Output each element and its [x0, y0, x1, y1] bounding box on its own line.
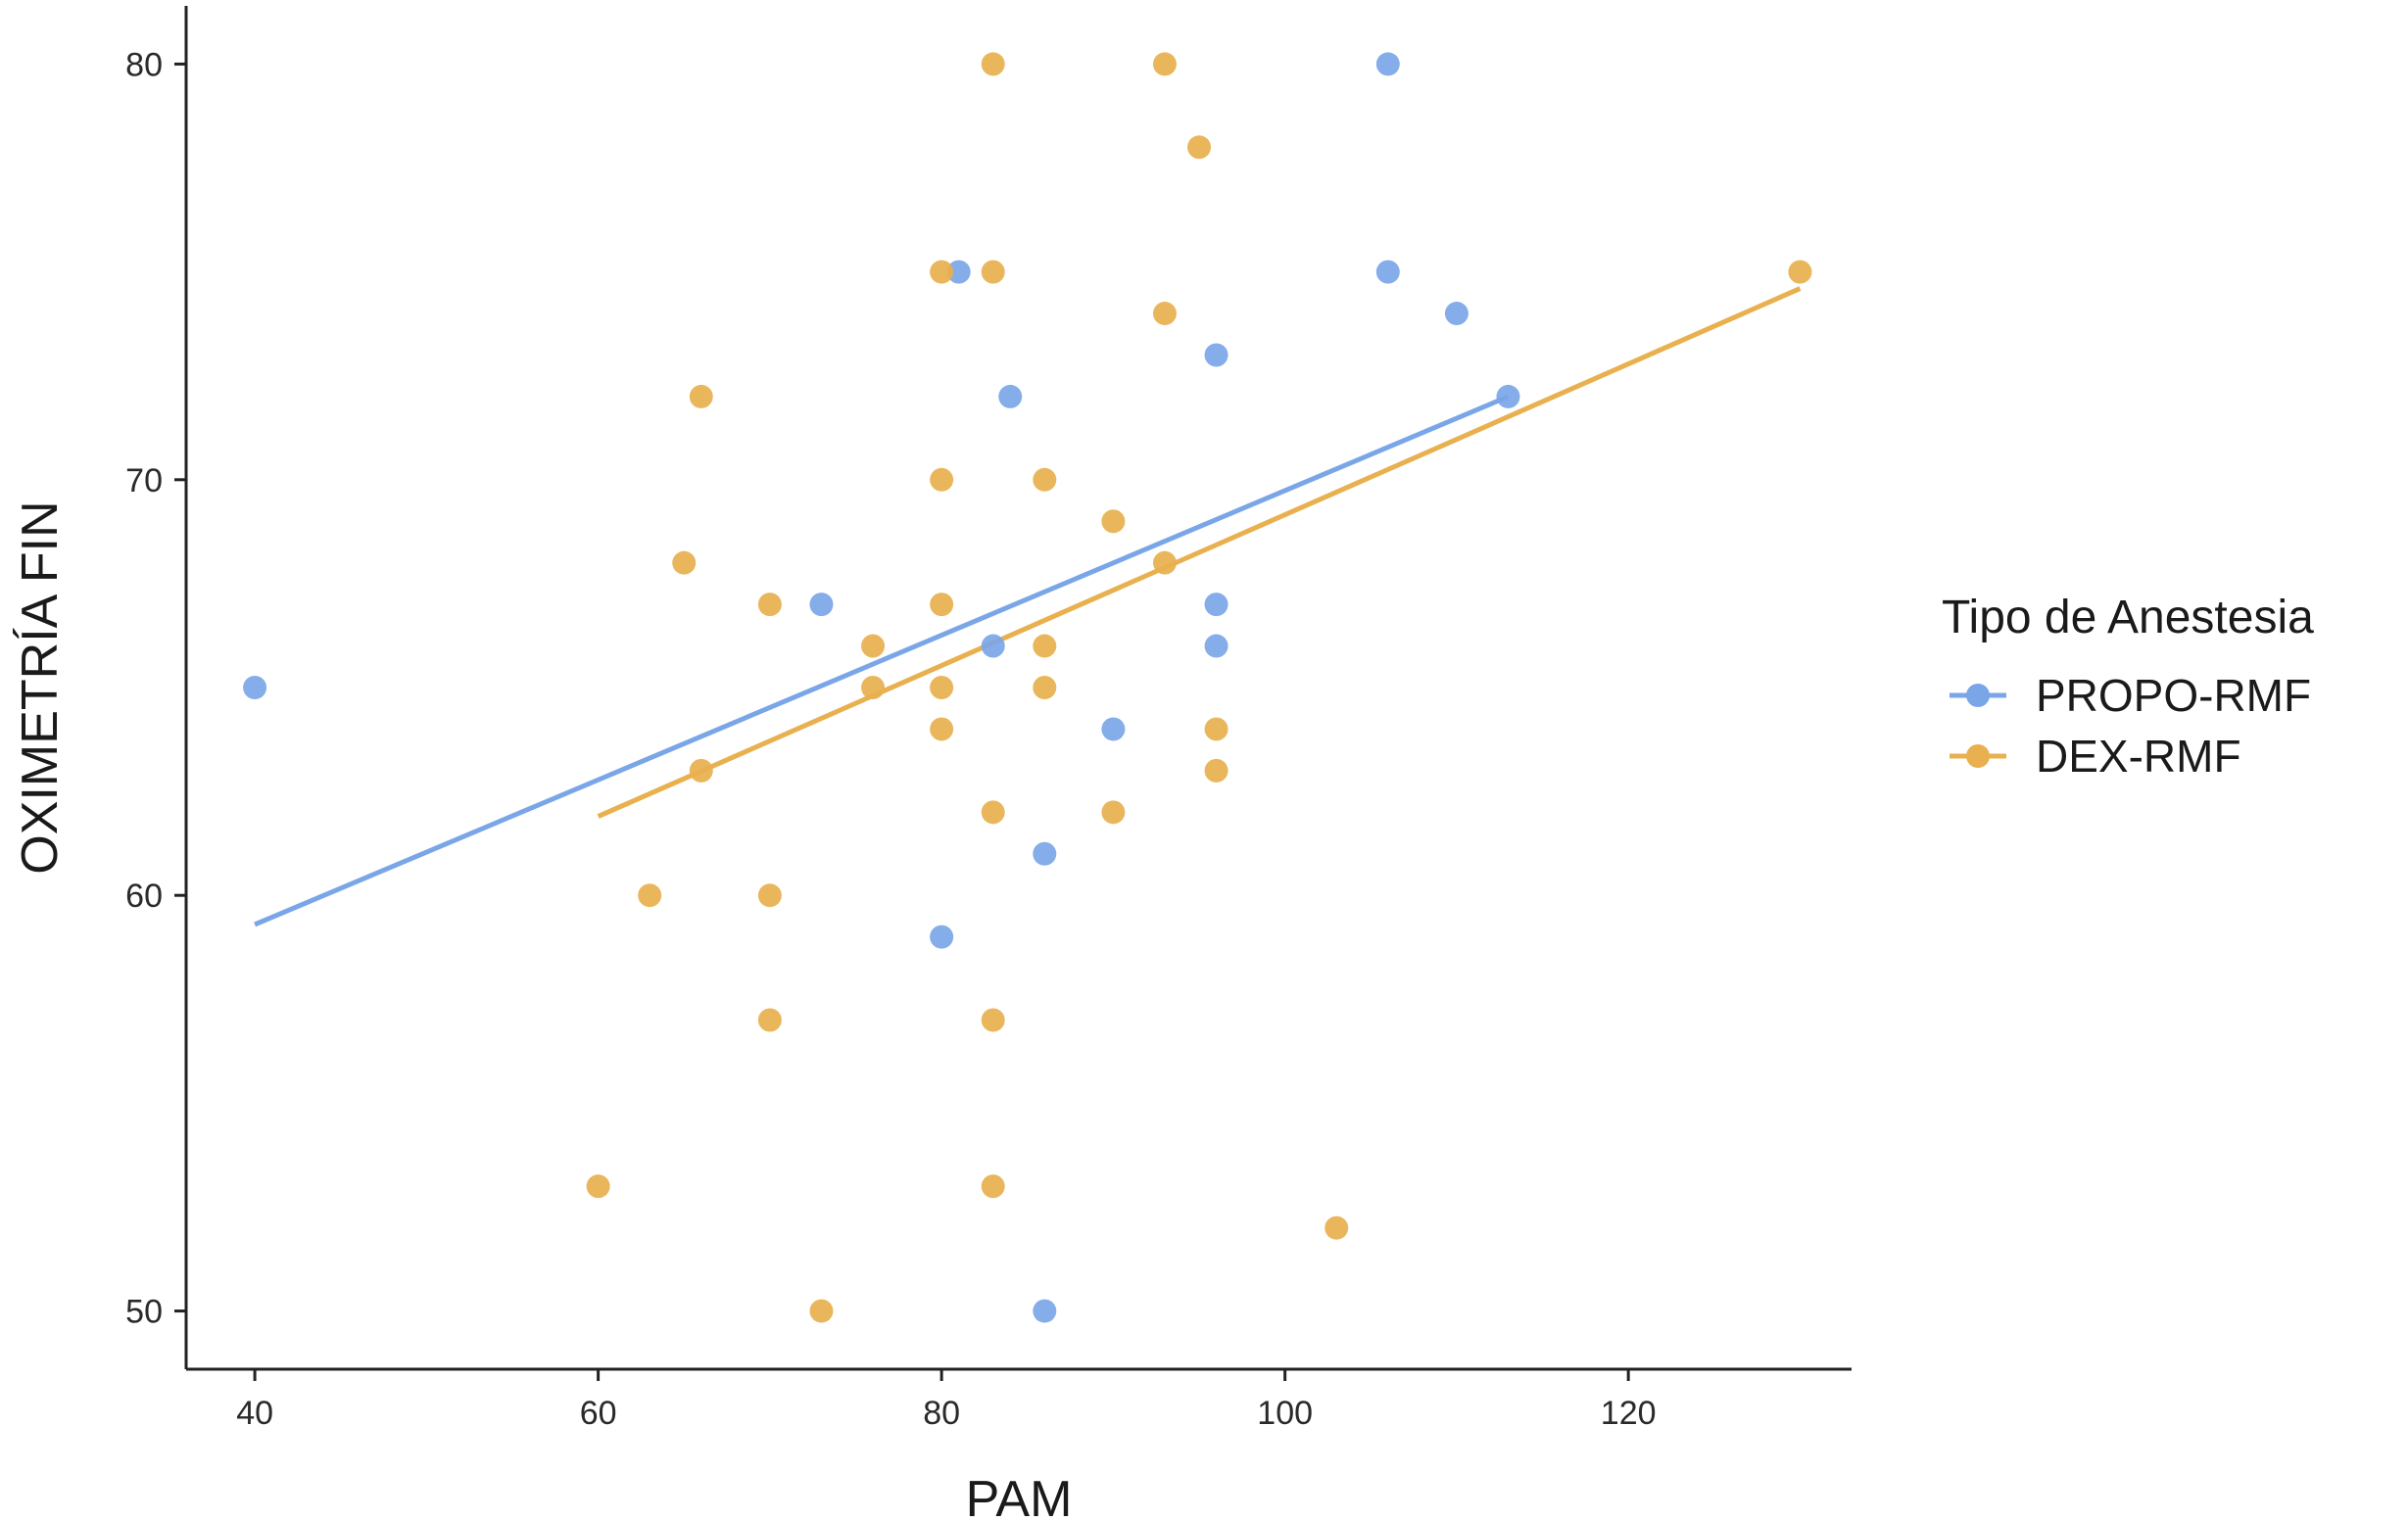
- data-point-series-2: [809, 1299, 834, 1323]
- data-point-series-1: [1204, 593, 1228, 617]
- data-point-series-2: [981, 260, 1005, 284]
- data-point-series-2: [757, 883, 782, 908]
- data-point-series-2: [1324, 1215, 1349, 1240]
- legend-label: PROPO-RMF: [2036, 670, 2311, 721]
- y-tick-label: 80: [125, 46, 163, 83]
- data-point-series-2: [1204, 717, 1228, 741]
- data-point-series-2: [1152, 550, 1177, 575]
- legend-items: PROPO-RMF DEX-RMF: [1950, 670, 2311, 782]
- x-axis-ticks: 40 60 80 100 120: [236, 1369, 1657, 1432]
- data-point-series-2: [930, 260, 954, 284]
- x-axis-title: PAM: [966, 1471, 1073, 1521]
- x-tick-label: 40: [236, 1395, 273, 1432]
- data-point-series-2: [861, 676, 886, 699]
- data-point-series-2: [586, 1174, 610, 1199]
- data-point-series-2: [930, 717, 954, 741]
- data-point-series-2: [1187, 135, 1212, 160]
- data-point-series-2: [757, 593, 782, 617]
- y-axis-ticks: 50 60 70 80: [125, 46, 186, 1331]
- data-point-series-1: [1204, 343, 1228, 367]
- data-point-series-1: [1375, 52, 1400, 76]
- data-point-series-2: [1204, 758, 1228, 783]
- data-point-series-1: [1444, 302, 1469, 326]
- legend-label: DEX-RMF: [2036, 731, 2241, 782]
- y-tick-label: 70: [125, 462, 163, 499]
- x-tick-label: 60: [580, 1395, 617, 1432]
- data-point-series-2: [1101, 800, 1126, 825]
- y-axis-title: OXIMETRÍA FIN: [12, 500, 69, 874]
- data-point-series-2: [757, 1008, 782, 1032]
- regression-lines: [254, 286, 1802, 927]
- x-tick-label: 100: [1257, 1395, 1313, 1432]
- data-point-series-2: [1033, 634, 1057, 658]
- data-point-series-1: [1033, 1299, 1057, 1323]
- data-point-series-1: [1033, 841, 1057, 866]
- regression-line-2: [597, 286, 1802, 819]
- y-tick-label: 60: [125, 878, 163, 915]
- data-point-series-1: [1375, 260, 1400, 284]
- data-point-series-2: [981, 1174, 1005, 1199]
- data-point-series-1: [930, 925, 954, 949]
- data-point-series-2: [930, 676, 954, 699]
- data-point-series-2: [930, 593, 954, 617]
- data-point-series-2: [930, 467, 954, 492]
- legend: Tipo de Anestesia PROPO-RMF DEX-RMF: [1942, 592, 2314, 782]
- data-point-series-2: [981, 800, 1005, 825]
- data-point-series-2: [1033, 467, 1057, 492]
- legend-key-point: [1966, 744, 1990, 768]
- data-point-series-2: [861, 634, 886, 658]
- data-point-series-2: [1033, 676, 1057, 699]
- x-tick-label: 120: [1601, 1395, 1657, 1432]
- data-point-series-1: [1101, 717, 1126, 741]
- data-point-series-1: [946, 260, 971, 284]
- data-point-series-1: [981, 634, 1005, 658]
- data-point-series-2: [981, 52, 1005, 76]
- data-point-series-2: [689, 384, 713, 408]
- data-point-series-2: [1152, 302, 1177, 326]
- data-point-series-2: [981, 1008, 1005, 1032]
- data-points: [243, 52, 1812, 1323]
- x-tick-label: 80: [923, 1395, 960, 1432]
- data-point-series-1: [1496, 384, 1520, 408]
- data-point-series-2: [638, 883, 662, 908]
- data-point-series-2: [672, 550, 697, 575]
- legend-title: Tipo de Anestesia: [1942, 592, 2314, 643]
- regression-line-1: [254, 394, 1510, 927]
- data-point-series-2: [689, 758, 713, 783]
- data-point-series-1: [1204, 634, 1228, 658]
- data-point-series-2: [1152, 52, 1177, 76]
- data-point-series-1: [243, 676, 267, 699]
- data-point-series-1: [998, 384, 1023, 408]
- plot-area: 40 60 80 100 120 50 60 70 80: [125, 6, 1852, 1432]
- data-point-series-2: [1788, 260, 1812, 284]
- legend-key-point: [1966, 684, 1990, 707]
- y-tick-label: 50: [125, 1294, 163, 1331]
- data-point-series-1: [809, 593, 834, 617]
- data-point-series-2: [1101, 509, 1126, 534]
